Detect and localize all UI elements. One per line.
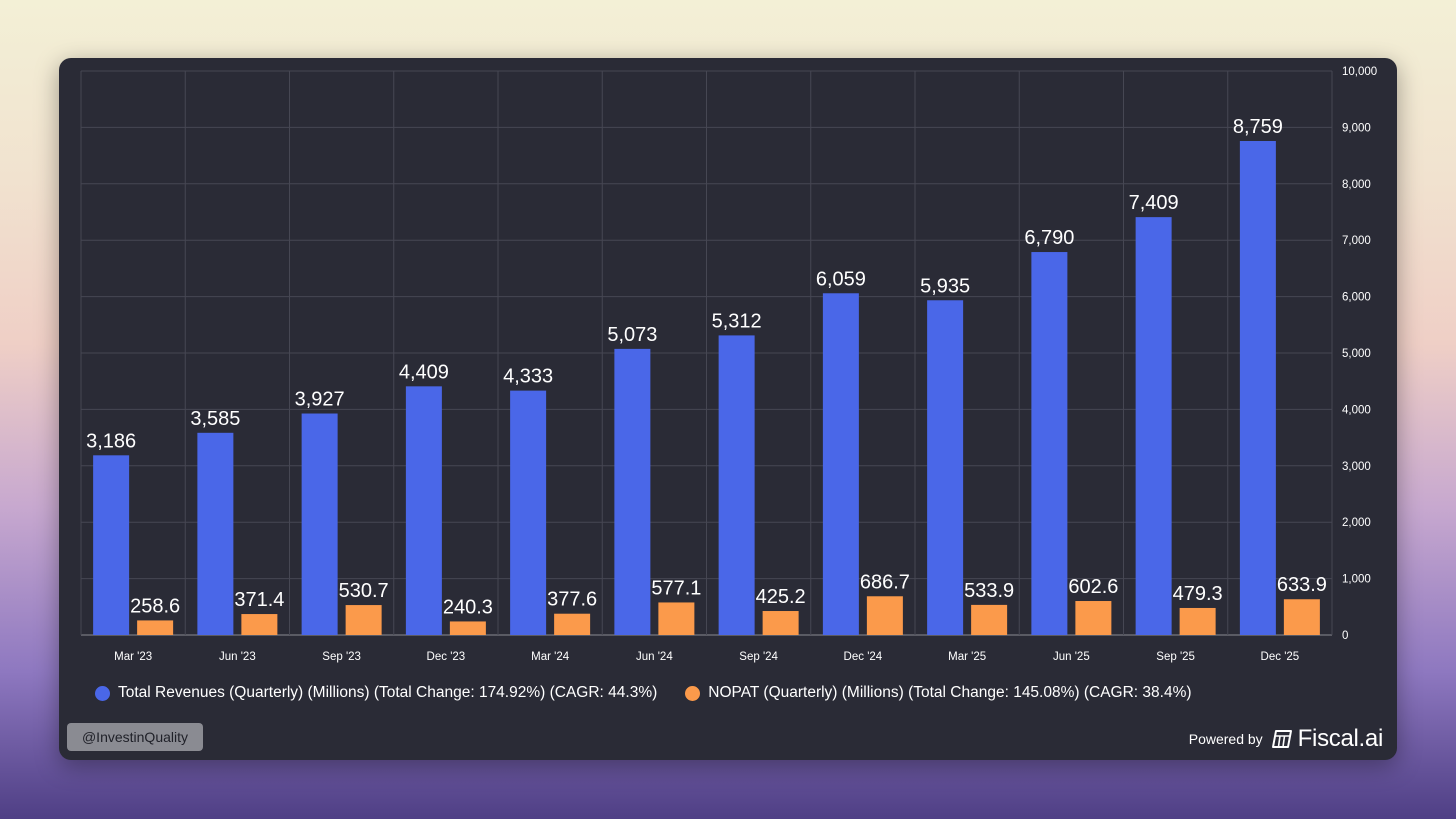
bar-nopat xyxy=(866,596,903,635)
bar-nopat xyxy=(449,621,486,635)
y-tick-label: 9,000 xyxy=(1342,122,1371,134)
data-label-nopat: 258.6 xyxy=(130,595,180,617)
data-label-nopat: 533.9 xyxy=(964,580,1014,602)
data-label-revenue: 5,073 xyxy=(607,324,657,346)
legend-item-nopat[interactable]: NOPAT (Quarterly) (Millions) (Total Chan… xyxy=(685,684,1192,702)
data-label-revenue: 3,927 xyxy=(295,389,345,411)
data-label-nopat: 377.6 xyxy=(547,589,597,611)
y-tick-label: 5,000 xyxy=(1342,348,1371,360)
bar-nopat xyxy=(345,605,382,635)
bar-revenue xyxy=(1239,140,1276,635)
data-label-nopat: 425.2 xyxy=(756,586,806,608)
x-tick-label: Dec '24 xyxy=(844,651,883,663)
x-tick-label: Jun '24 xyxy=(636,651,673,663)
x-tick-label: Jun '23 xyxy=(219,651,256,663)
bar-revenue xyxy=(927,300,964,635)
bar-revenue xyxy=(822,293,859,635)
data-label-revenue: 8,759 xyxy=(1233,116,1283,138)
y-tick-label: 4,000 xyxy=(1342,404,1371,416)
powered-by-text: Powered by xyxy=(1188,731,1263,747)
x-tick-label: Dec '25 xyxy=(1261,651,1300,663)
powered-by-brand[interactable]: Powered by Fiscal.ai xyxy=(1188,725,1384,753)
bar-nopat xyxy=(1179,607,1216,635)
brand-name: Fiscal.ai xyxy=(1297,725,1384,752)
data-label-nopat: 371.4 xyxy=(234,589,284,611)
y-tick-label: 6,000 xyxy=(1342,292,1371,304)
y-tick-label: 0 xyxy=(1342,630,1348,642)
x-tick-label: Sep '25 xyxy=(1156,651,1195,663)
y-tick-label: 2,000 xyxy=(1342,517,1371,529)
bar-nopat xyxy=(971,604,1008,635)
bar-revenue xyxy=(510,390,547,635)
legend-item-revenues[interactable]: Total Revenues (Quarterly) (Millions) (T… xyxy=(95,684,657,702)
bar-nopat xyxy=(554,613,591,635)
bar-revenue xyxy=(1135,217,1172,636)
bar-revenue xyxy=(1031,252,1068,635)
bar-nopat xyxy=(1283,599,1320,635)
data-label-revenue: 5,935 xyxy=(920,275,970,297)
data-label-nopat: 686.7 xyxy=(860,571,910,593)
bar-revenue xyxy=(614,348,651,635)
bar-nopat xyxy=(241,614,278,635)
data-label-revenue: 5,312 xyxy=(712,310,762,332)
chart-legend: Total Revenues (Quarterly) (Millions) (T… xyxy=(95,684,1220,702)
bar-nopat xyxy=(1075,601,1112,635)
bar-nopat xyxy=(137,620,174,635)
y-tick-label: 8,000 xyxy=(1342,179,1371,191)
author-handle-badge: @InvestinQuality xyxy=(67,723,203,751)
x-tick-label: Jun '25 xyxy=(1053,651,1090,663)
y-tick-label: 3,000 xyxy=(1342,461,1371,473)
bar-revenue xyxy=(301,413,338,635)
chart-card: 0 1,000 2,000 3,000 4,000 5,000 6,000 7,000 8,00… xyxy=(59,58,1397,760)
data-label-revenue: 3,585 xyxy=(190,408,240,430)
data-label-nopat: 633.9 xyxy=(1277,574,1327,596)
data-label-revenue: 3,186 xyxy=(86,430,136,452)
legend-label-revenues: Total Revenues (Quarterly) (Millions) (T… xyxy=(118,684,658,701)
x-tick-label: Mar '24 xyxy=(531,651,570,663)
data-label-revenue: 4,333 xyxy=(503,366,553,388)
data-label-nopat: 479.3 xyxy=(1173,583,1223,605)
y-tick-label: 10,000 xyxy=(1342,66,1377,78)
data-label-revenue: 7,409 xyxy=(1129,192,1179,214)
data-label-revenue: 4,409 xyxy=(399,361,449,383)
legend-dot-nopat xyxy=(685,685,701,701)
x-tick-label: Sep '24 xyxy=(739,651,778,663)
data-label-nopat: 240.3 xyxy=(443,596,493,618)
x-tick-label: Mar '25 xyxy=(948,651,986,663)
data-label-nopat: 577.1 xyxy=(651,577,701,599)
legend-label-nopat: NOPAT (Quarterly) (Millions) (Total Chan… xyxy=(708,684,1192,701)
bar-chart: 0 1,000 2,000 3,000 4,000 5,000 6,000 7,000 8,00… xyxy=(80,66,1377,663)
fiscal-logo-icon xyxy=(1271,730,1292,748)
bar-revenue xyxy=(718,335,755,635)
data-label-nopat: 530.7 xyxy=(339,580,389,602)
x-tick-label: Mar '23 xyxy=(114,651,152,663)
bar-nopat xyxy=(658,602,695,635)
legend-dot-revenues xyxy=(95,685,110,701)
x-tick-label: Dec '23 xyxy=(427,651,466,663)
y-tick-label: 7,000 xyxy=(1342,235,1371,247)
y-tick-label: 1,000 xyxy=(1342,574,1371,586)
bar-revenue xyxy=(93,455,130,635)
bar-nopat xyxy=(762,611,799,635)
data-label-revenue: 6,790 xyxy=(1024,227,1074,249)
data-label-nopat: 602.6 xyxy=(1068,576,1118,598)
bar-revenue xyxy=(405,386,442,635)
x-tick-label: Sep '23 xyxy=(322,651,361,663)
bar-revenue xyxy=(197,432,234,635)
data-label-revenue: 6,059 xyxy=(816,268,866,290)
